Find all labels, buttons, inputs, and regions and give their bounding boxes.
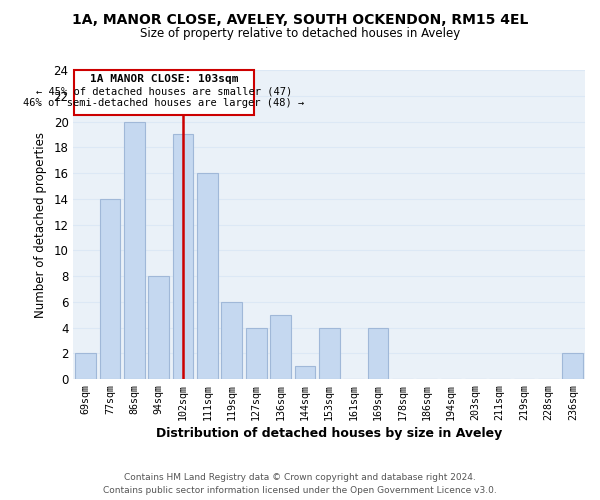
- Bar: [100, 199, 121, 379]
- X-axis label: Distribution of detached houses by size in Aveley: Distribution of detached houses by size …: [156, 427, 502, 440]
- Bar: [221, 302, 242, 379]
- Bar: [197, 173, 218, 379]
- Bar: [124, 122, 145, 379]
- Bar: [319, 328, 340, 379]
- FancyBboxPatch shape: [74, 70, 254, 115]
- Text: 46% of semi-detached houses are larger (48) →: 46% of semi-detached houses are larger (…: [23, 98, 304, 108]
- Bar: [270, 315, 291, 379]
- Text: 1A MANOR CLOSE: 103sqm: 1A MANOR CLOSE: 103sqm: [89, 74, 238, 84]
- Text: Size of property relative to detached houses in Aveley: Size of property relative to detached ho…: [140, 28, 460, 40]
- Text: ← 45% of detached houses are smaller (47): ← 45% of detached houses are smaller (47…: [36, 86, 292, 96]
- Bar: [295, 366, 315, 379]
- Bar: [368, 328, 388, 379]
- Text: 1A, MANOR CLOSE, AVELEY, SOUTH OCKENDON, RM15 4EL: 1A, MANOR CLOSE, AVELEY, SOUTH OCKENDON,…: [72, 12, 528, 26]
- Bar: [76, 354, 96, 379]
- Y-axis label: Number of detached properties: Number of detached properties: [34, 132, 47, 318]
- Bar: [173, 134, 193, 379]
- Bar: [148, 276, 169, 379]
- Bar: [246, 328, 266, 379]
- Bar: [562, 354, 583, 379]
- Text: Contains HM Land Registry data © Crown copyright and database right 2024.
Contai: Contains HM Land Registry data © Crown c…: [103, 474, 497, 495]
